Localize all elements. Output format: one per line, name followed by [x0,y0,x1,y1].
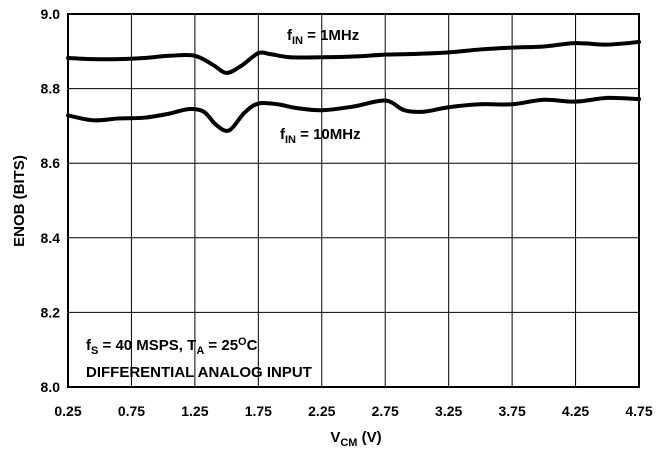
x-tick-label: 1.25 [181,403,208,419]
x-tick-label: 0.75 [118,403,145,419]
test-conditions-annotation: fS = 40 MSPS, TA = 25OC [86,336,258,357]
y-tick-label: 8.6 [41,155,61,171]
x-tick-label: 4.25 [562,403,589,419]
y-tick-label: 9.0 [41,6,61,22]
x-tick-labels: 0.25 0.75 1.25 1.75 2.25 2.75 3.25 3.75 4.25 4.75 [54,403,652,419]
series-layer [66,39,641,133]
series-line-1mhz [66,39,641,75]
y-tick-label: 8.2 [41,304,61,320]
series-label-1mhz: fIN = 1MHz [287,27,359,47]
input-mode-annotation: DIFFERENTIAL ANALOG INPUT [86,364,312,381]
x-axis-label: VCM (V) [330,429,381,449]
series-line-10mhz [66,95,641,133]
y-axis-label: ENOB (BITS) [11,155,28,247]
x-tick-label: 3.25 [435,403,462,419]
y-tick-label: 8.4 [41,230,61,246]
x-tick-label: 3.75 [498,403,525,419]
plot-frame [67,13,640,388]
x-tick-label: 0.25 [54,403,81,419]
y-tick-label: 8.8 [41,81,61,97]
x-tick-label: 2.25 [308,403,335,419]
series-label-10mhz: fIN = 10MHz [280,126,361,146]
x-tick-label: 4.75 [625,403,652,419]
y-tick-labels: 8.0 8.2 8.4 8.6 8.8 9.0 [41,6,61,395]
x-tick-label: 1.75 [245,403,272,419]
y-tick-label: 8.0 [41,379,61,395]
x-tick-label: 2.75 [372,403,399,419]
